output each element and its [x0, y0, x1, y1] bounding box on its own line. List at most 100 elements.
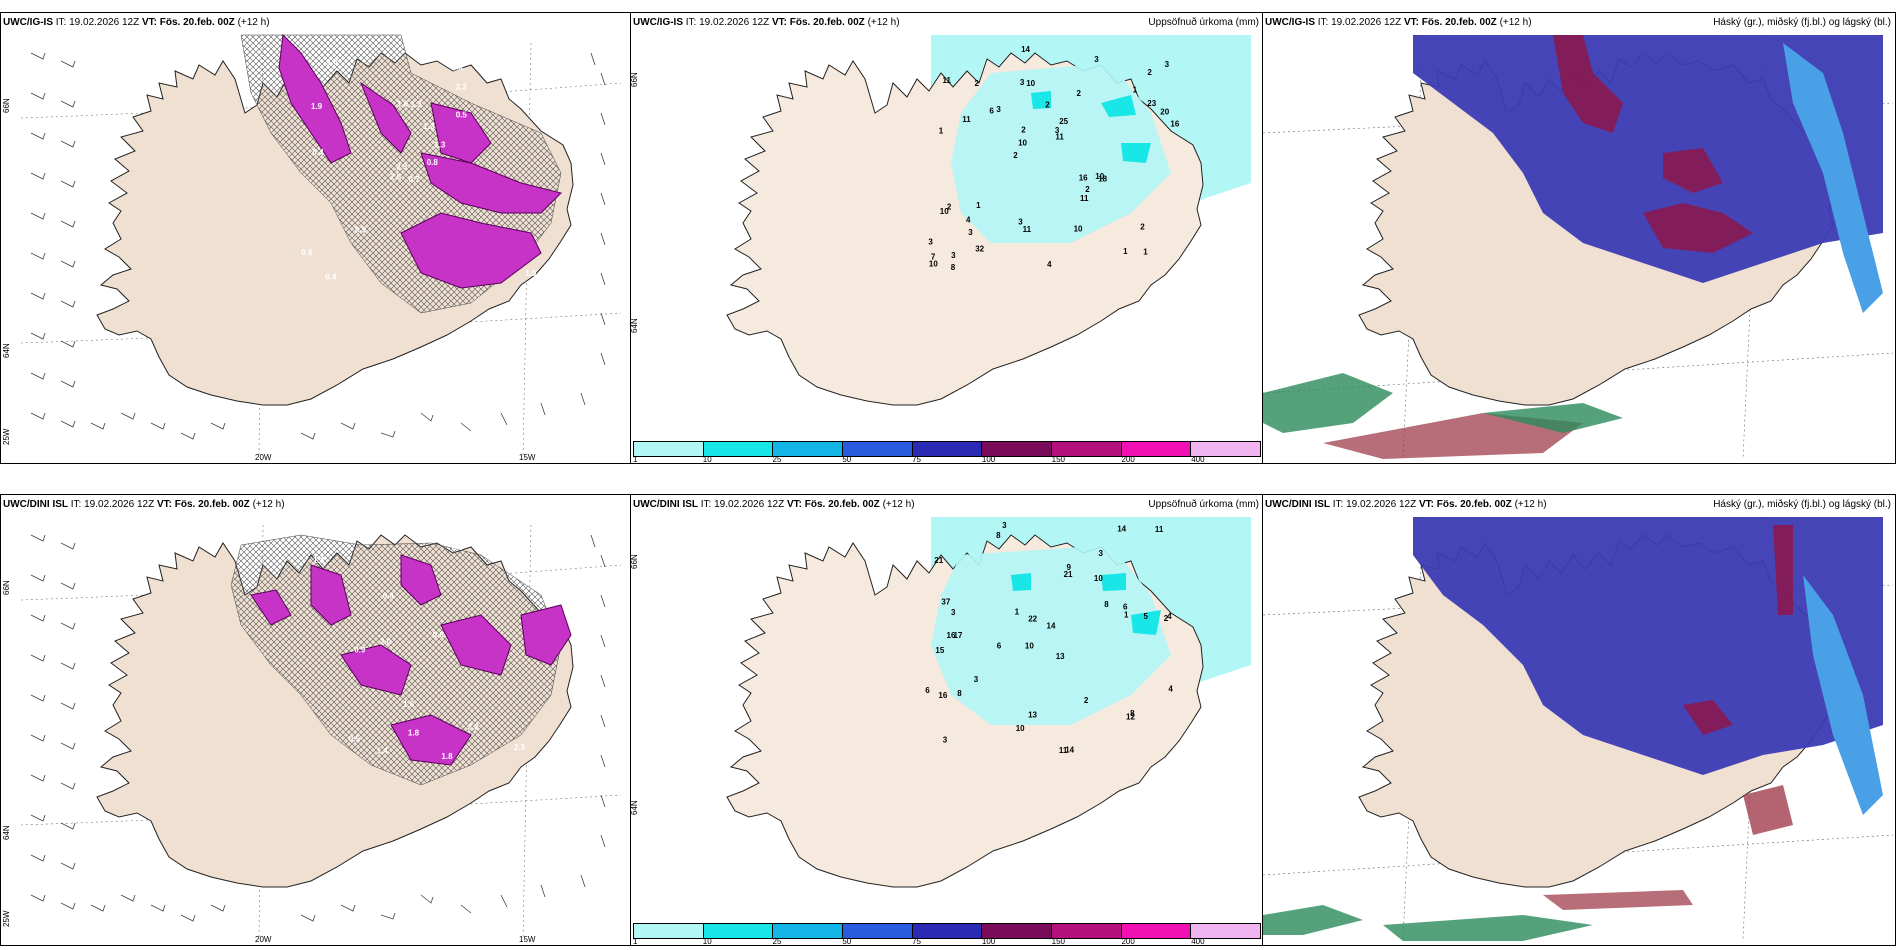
colorbar-swatch [982, 442, 1053, 456]
snow-value-label: 0.4 [452, 64, 464, 73]
colorbar-tick-label: 1 [633, 937, 638, 946]
colorbar-tick-label: 200 [1121, 455, 1135, 464]
precip-value-label: 2 [1013, 151, 1018, 160]
panel-clouds-igis: UWC/IG-IS IT: 19.02.2026 12Z VT: Fös. 20… [1262, 12, 1896, 464]
colorbar-swatch [912, 924, 983, 938]
panel-title-clouds: Háský (gr.), miðský (fj.bl.) og lágský (… [1713, 17, 1891, 28]
precip-value-label: 32 [975, 245, 984, 254]
panel-wind-snow-igis: 0.7 1.9 2.3 0.6 1.3 0.9 0.4 1.3 2.2 0.8 1.8 1.0 0.4 0… [0, 12, 632, 464]
snow-value-label: 2.3 [396, 163, 408, 172]
colorbar-swatch [1121, 924, 1192, 938]
snow-value-label: 0.6 [530, 90, 542, 99]
map-precip-dini: 3321013172110152114386111413148331645637… [726, 517, 1251, 888]
snow-value-label: 0.6 [301, 248, 313, 257]
precip-value-label: 8 [951, 263, 956, 272]
lon-label-25w: 25W [2, 910, 11, 927]
precip-value-label: 6 [989, 107, 994, 116]
colorbar-swatch [982, 924, 1053, 938]
precip-value-label: 3 [1094, 55, 1099, 64]
precip-value-label: 3 [1018, 217, 1023, 226]
snow-value-label: 0.7 [349, 531, 361, 540]
colorbar-swatch [703, 442, 774, 456]
snow-value-label: 0.4 [383, 591, 395, 600]
precip-value-label: 11 [1023, 225, 1032, 234]
precip-value-label: 3 [1055, 126, 1060, 135]
map-wind-snow-igis: 0.7 1.9 2.3 0.6 1.3 0.9 0.4 1.3 2.2 0.8 1.8 1.0 0.4 0… [20, 34, 622, 459]
precip-value-label: 16 [1079, 173, 1088, 182]
colorbar-tick-label: 100 [981, 937, 996, 946]
precip-value-label: 4 [966, 216, 971, 225]
precip-value-label: 14 [1065, 745, 1074, 754]
precip-value-label: 13 [1028, 710, 1037, 719]
snow-value-label: 0.9 [354, 645, 366, 654]
precip-value-label: 3 [974, 675, 979, 684]
panel-header: UWC/IG-IS IT: 19.02.2026 12Z VT: Fös. 20… [1265, 17, 1532, 28]
panel-header: UWC/DINI ISL IT: 19.02.2026 12Z VT: Fös.… [633, 499, 915, 510]
panel-title-clouds: Háský (gr.), miðský (fj.bl.) og lágský (… [1713, 499, 1891, 510]
snow-value-label: 0.8 [427, 158, 439, 167]
precip-value-label: 21 [934, 556, 943, 565]
precip-value-label: 8 [1130, 709, 1135, 718]
snow-value-label: 2.2 [456, 82, 468, 91]
snow-value-label: 0.6 [433, 631, 445, 640]
lon-label-20w: 20W [255, 453, 272, 462]
precip-value-label: 8 [957, 689, 962, 698]
precip-value-label: 2 [1084, 696, 1089, 705]
colorbar-tick-label: 75 [912, 455, 922, 464]
precip-value-label: 14 [1117, 525, 1126, 534]
precip-value-label: 1 [1015, 607, 1020, 616]
map-clouds-dini [1263, 516, 1894, 941]
precip-value-label: 7 [931, 252, 936, 261]
colorbar-swatch [843, 442, 913, 456]
panel-header: UWC/IG-IS IT: 19.02.2026 12Z VT: Fös. 20… [3, 17, 270, 28]
snow-value-label: 1.3 [423, 122, 435, 131]
lat-label-66n: 66N [2, 98, 11, 113]
snow-value-label: 1.8 [327, 58, 339, 67]
precip-value-label: 17 [954, 631, 963, 640]
precip-value-label: 10 [940, 207, 949, 216]
precip-value-label: 20 [1160, 107, 1169, 116]
precip-value-label: 9 [1067, 563, 1072, 572]
precip-numbers-bottom: 3321013172110152114386111413148331645637… [925, 521, 1173, 755]
snow-value-label: 1.6 [403, 700, 415, 709]
map-precip-igis: 1122233223331025181114161623103223112104… [726, 35, 1251, 406]
precip-value-label: 10 [1016, 724, 1025, 733]
colorbar-swatch [703, 924, 774, 938]
precip-value-label: 1 [1123, 247, 1128, 256]
colorbar-tick-label: 50 [842, 937, 852, 946]
lat-label-64n: 64N [630, 800, 639, 815]
precip-value-label: 25 [1059, 117, 1068, 126]
precip-value-label: 1 [976, 201, 981, 210]
colorbar-swatch [1052, 924, 1122, 938]
colorbar-tick-label: 400 [1191, 937, 1205, 946]
precip-value-label: 16 [938, 691, 947, 700]
precip-value-label: 11 [1059, 746, 1068, 755]
precip-value-label: 10 [929, 259, 938, 268]
colorbar-tick-label: 150 [1051, 937, 1066, 946]
colorbar: 1 10 25 50 75 100 150 200 400 [631, 921, 1263, 945]
precip-value-label: 11 [1055, 132, 1064, 141]
colorbar-swatch [773, 442, 844, 456]
precip-value-label: 1 [1133, 85, 1138, 94]
panel-title-precip: Uppsöfnuð úrkoma (mm) [1148, 17, 1259, 28]
snow-value-label: 0.4 [325, 273, 337, 282]
precip-value-label: 10 [1018, 139, 1027, 148]
precip-value-label: 6 [1123, 602, 1128, 611]
colorbar-swatch [1191, 924, 1261, 938]
colorbar-swatch [773, 924, 844, 938]
snow-value-label: 1.8 [441, 752, 453, 761]
colorbar-tick-label: 10 [702, 455, 712, 464]
precip-value-label: 1 [939, 127, 944, 136]
lat-label-66n: 66N [630, 554, 639, 569]
colorbar-tick-label: 50 [842, 455, 852, 464]
colorbar-tick-label: 75 [912, 937, 922, 946]
precip-value-label: 2 [1085, 185, 1090, 194]
snow-value-label: 0.7 [503, 544, 515, 553]
precip-value-label: 14 [1047, 622, 1056, 631]
precip-value-label: 3 [996, 105, 1001, 114]
snow-value-label: 1.0 [525, 269, 537, 278]
precip-value-label: 11 [943, 76, 952, 85]
colorbar-swatch [634, 924, 704, 938]
precip-value-label: 4 [1047, 260, 1052, 269]
snow-value-label: 1.4 [377, 747, 389, 756]
